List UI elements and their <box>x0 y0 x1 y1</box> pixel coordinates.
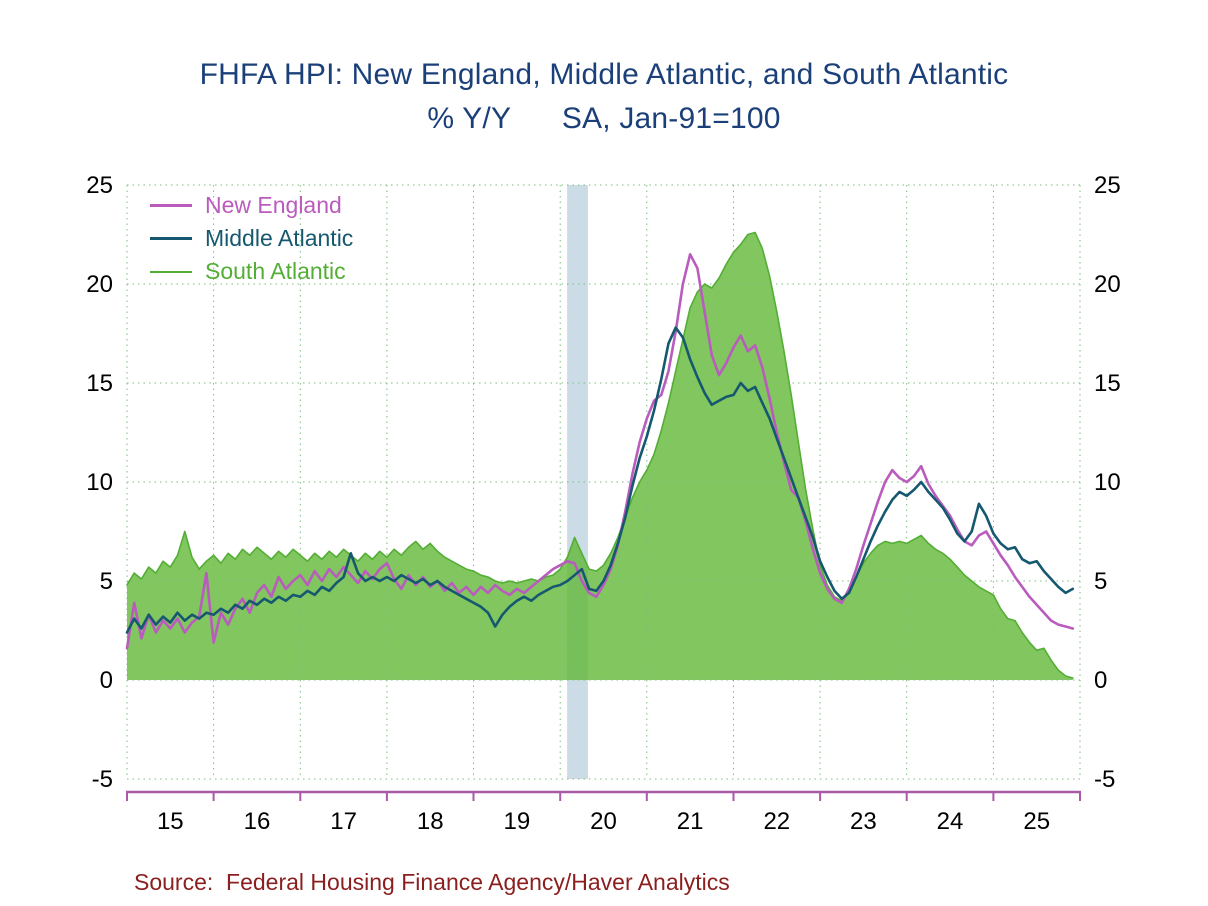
y-tick-label-left: 0 <box>100 667 113 694</box>
x-tick-label: 21 <box>677 808 704 835</box>
legend-line-swatch-middle-atlantic <box>150 237 192 240</box>
x-tick-label: 20 <box>590 808 617 835</box>
legend-item-middle-atlantic: Middle Atlantic <box>150 222 353 255</box>
x-tick-label: 18 <box>417 808 444 835</box>
y-tick-label-left: -5 <box>92 766 113 793</box>
series-line-south-atlantic <box>126 231 1074 679</box>
x-tick-label: 15 <box>157 808 184 835</box>
legend-item-new-england: New England <box>150 189 353 222</box>
y-tick-label-left: 15 <box>86 370 113 397</box>
x-tick-label: 23 <box>850 808 877 835</box>
series-line-middle-atlantic <box>125 326 1075 634</box>
y-tick-label-right: 20 <box>1094 271 1121 298</box>
chart-subtitle: % Y/Y SA, Jan-91=100 <box>427 102 781 135</box>
series-line-new-england <box>125 253 1075 650</box>
y-tick-label-right: 15 <box>1094 370 1121 397</box>
x-tick-label: 17 <box>330 808 357 835</box>
x-tick-label: 22 <box>763 808 790 835</box>
legend-label-middle-atlantic: Middle Atlantic <box>205 225 354 251</box>
x-tick-label: 25 <box>1023 808 1050 835</box>
y-tick-label-right: -5 <box>1094 766 1115 793</box>
y-tick-label-left: 10 <box>86 469 113 496</box>
legend-item-south-atlantic: South Atlantic <box>150 255 353 288</box>
x-tick-label: 16 <box>244 808 271 835</box>
y-tick-label-left: 25 <box>86 172 113 199</box>
legend-line-swatch-new-england <box>150 204 192 207</box>
y-tick-label-right: 10 <box>1094 469 1121 496</box>
source-note: Source: Federal Housing Finance Agency/H… <box>134 869 730 895</box>
x-tick-label: 24 <box>937 808 964 835</box>
legend-label-south-atlantic: South Atlantic <box>205 258 346 284</box>
y-tick-label-left: 5 <box>100 568 113 595</box>
y-tick-label-left: 20 <box>86 271 113 298</box>
area-south-atlantic <box>127 232 1073 680</box>
legend: New England Middle Atlantic South Atlant… <box>150 189 353 288</box>
y-tick-label-right: 5 <box>1094 568 1107 595</box>
legend-label-new-england: New England <box>205 192 342 218</box>
legend-line-swatch-south-atlantic <box>150 270 192 273</box>
x-tick-label: 19 <box>504 808 531 835</box>
y-tick-label-right: 25 <box>1094 172 1121 199</box>
chart-title: FHFA HPI: New England, Middle Atlantic, … <box>199 58 1009 91</box>
y-tick-label-right: 0 <box>1094 667 1107 694</box>
